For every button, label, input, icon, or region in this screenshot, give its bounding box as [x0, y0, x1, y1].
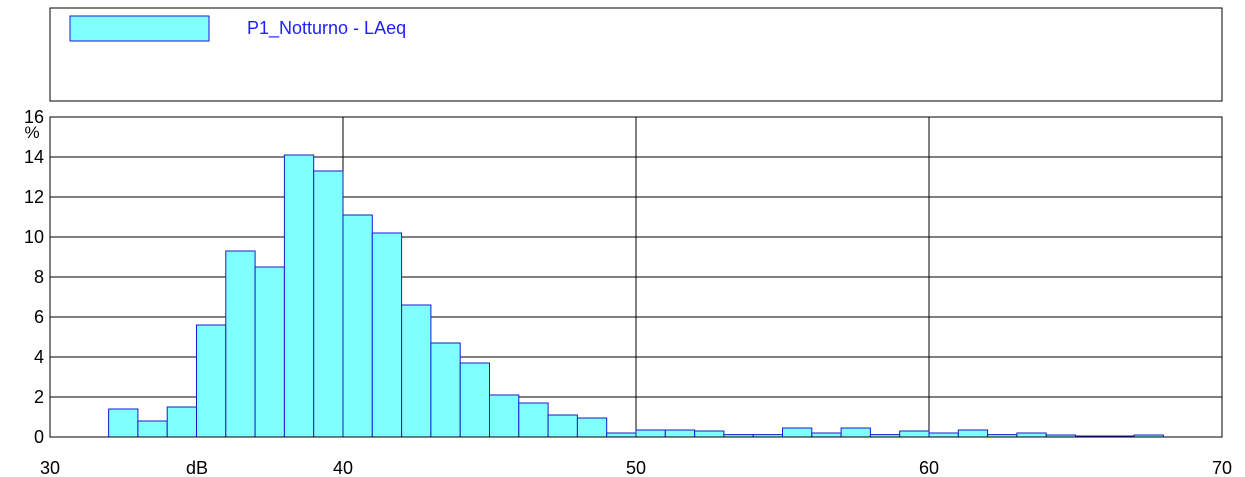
y-tick-labels: 0 2 4 6 8 10 12 14 16	[24, 107, 44, 447]
y-tick-label: 14	[24, 147, 44, 167]
bars	[108, 154, 1164, 438]
histogram-bar	[782, 427, 813, 438]
histogram-bar	[635, 429, 666, 438]
histogram-bar	[459, 362, 491, 438]
histogram-bar	[489, 394, 520, 438]
histogram-bar	[137, 420, 168, 438]
x-axis-label: dB	[186, 458, 208, 477]
legend-frame	[49, 7, 1223, 102]
x-tick-label: 30	[40, 458, 60, 477]
histogram-bar	[225, 250, 256, 438]
histogram-bar	[401, 304, 432, 438]
histogram-bar	[313, 170, 344, 438]
y-tick-label: 0	[34, 427, 44, 447]
legend: P1_Notturno - LAeq	[49, 7, 1223, 102]
x-tick-label: 50	[626, 458, 646, 477]
histogram-bar	[283, 154, 315, 438]
y-tick-label: 8	[34, 267, 44, 287]
legend-label: P1_Notturno - LAeq	[247, 18, 406, 39]
histogram-bar	[1016, 432, 1047, 438]
legend-swatch	[69, 15, 210, 42]
histogram-bar	[342, 214, 373, 438]
y-axis-label: %	[24, 123, 39, 142]
histogram-bar	[108, 408, 139, 438]
histogram-bar	[254, 266, 285, 438]
histogram-bar	[811, 432, 842, 438]
y-tick-label: 12	[24, 187, 44, 207]
histogram-bar	[606, 432, 637, 438]
histogram-bar	[694, 430, 725, 438]
histogram-bar	[430, 342, 461, 438]
histogram-bar	[840, 427, 871, 438]
y-tick-label: 4	[34, 347, 44, 367]
histogram-bar	[166, 406, 197, 438]
x-tick-label: 40	[333, 458, 353, 477]
y-tick-label: 6	[34, 307, 44, 327]
histogram-bar	[899, 430, 930, 438]
histogram-bar	[547, 414, 578, 438]
histogram-bar	[196, 324, 227, 438]
histogram-bar	[664, 429, 696, 438]
histogram-bar	[518, 402, 549, 438]
y-tick-label: 2	[34, 387, 44, 407]
x-tick-labels: 30 40 50 60 70	[40, 458, 1232, 477]
histogram-bar	[957, 429, 989, 438]
histogram-bar	[576, 417, 608, 438]
histogram-bar	[371, 232, 403, 438]
y-tick-label: 16	[24, 107, 44, 127]
x-tick-label: 60	[919, 458, 939, 477]
y-tick-label: 10	[24, 227, 44, 247]
histogram-bar	[928, 432, 959, 438]
x-tick-label: 70	[1212, 458, 1232, 477]
